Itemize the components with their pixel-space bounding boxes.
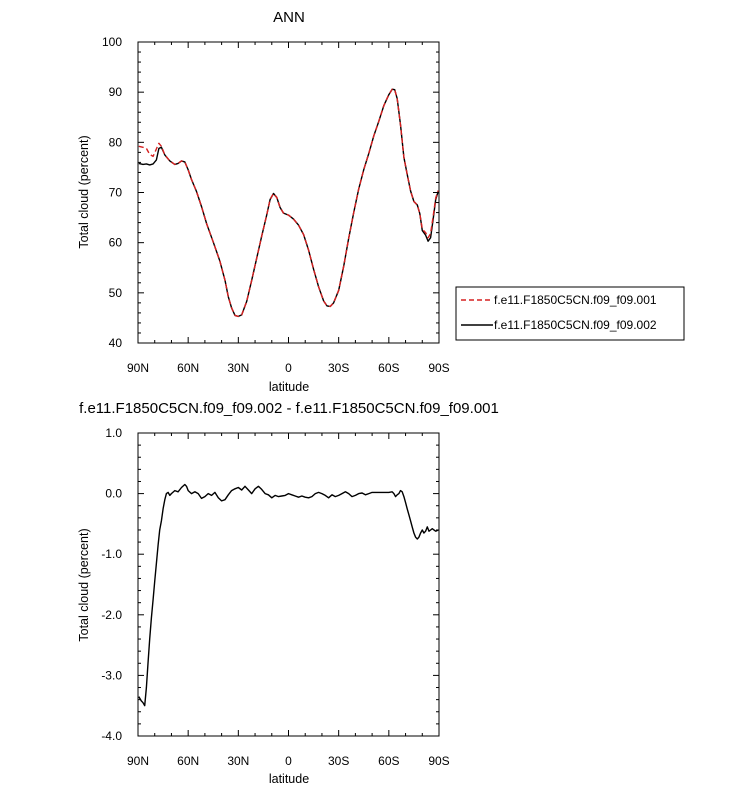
y-tick-label: 1.0	[105, 426, 122, 440]
chart-bottom-series-lines	[138, 483, 439, 707]
x-tick-label: 90S	[428, 754, 449, 768]
series-line-2	[138, 88, 439, 318]
x-tick-label: 30S	[328, 754, 349, 768]
x-tick-label: 90S	[428, 361, 449, 375]
y-tick-label: 90	[109, 85, 123, 99]
x-tick-label: 60N	[177, 754, 199, 768]
x-tick-label: 60S	[378, 361, 399, 375]
chart-bottom-y-axis-label: Total cloud (percent)	[77, 528, 91, 641]
x-tick-label: 90N	[127, 754, 149, 768]
y-tick-label: 40	[109, 336, 123, 350]
legend-label-series-1: f.e11.F1850C5CN.f09_f09.001	[494, 293, 657, 307]
y-tick-label: -2.0	[101, 608, 122, 622]
x-tick-label: 0	[285, 754, 292, 768]
y-tick-label: 0.0	[105, 487, 122, 501]
x-tick-label: 60N	[177, 361, 199, 375]
chart-bottom-y-ticks: -4.0 -3.0 -2.0 -1.0 0.0 1.0	[101, 426, 439, 743]
chart-bottom-title: f.e11.F1850C5CN.f09_f09.002 - f.e11.F185…	[79, 400, 499, 417]
x-tick-label: 30N	[227, 361, 249, 375]
chart-top-y-ticks: 40 50 60 70 80 90 100	[102, 35, 439, 350]
y-tick-label: 80	[109, 135, 123, 149]
y-tick-label: 50	[109, 286, 123, 300]
chart-top-plot-frame	[137, 41, 440, 344]
chart-top-x-axis-label: latitude	[269, 380, 309, 394]
x-tick-label: 30S	[328, 361, 349, 375]
chart-top-y-axis-label: Total cloud (percent)	[77, 135, 91, 248]
x-tick-label: 90N	[127, 361, 149, 375]
x-tick-label: 30N	[227, 754, 249, 768]
y-tick-label: -3.0	[101, 668, 122, 682]
chart-bottom-plot-frame	[137, 432, 440, 737]
y-tick-label: 100	[102, 35, 122, 49]
series-line-1	[138, 88, 439, 318]
y-tick-label: -4.0	[101, 729, 122, 743]
x-tick-label: 60S	[378, 754, 399, 768]
chart-bottom-x-axis-label: latitude	[269, 772, 309, 786]
series-line-1	[138, 483, 439, 707]
y-tick-label: 70	[109, 186, 123, 200]
y-tick-label: -1.0	[101, 547, 122, 561]
legend-label-series-2: f.e11.F1850C5CN.f09_f09.002	[494, 318, 657, 332]
chart-top-series-lines	[138, 88, 439, 318]
chart-top-legend: f.e11.F1850C5CN.f09_f09.001 f.e11.F1850C…	[455, 286, 685, 341]
chart-top-title: ANN	[273, 9, 305, 26]
legend-frame	[455, 286, 685, 341]
chart-bottom-x-ticks: 90N 60N 30N 0 30S 60S 90S	[127, 433, 450, 768]
chart-bottom-difference: f.e11.F1850C5CN.f09_f09.002 - f.e11.F185…	[77, 400, 499, 786]
x-tick-label: 0	[285, 361, 292, 375]
y-tick-label: 60	[109, 236, 123, 250]
chart-top-x-ticks: 90N 60N 30N 0 30S 60S 90S	[127, 42, 450, 375]
